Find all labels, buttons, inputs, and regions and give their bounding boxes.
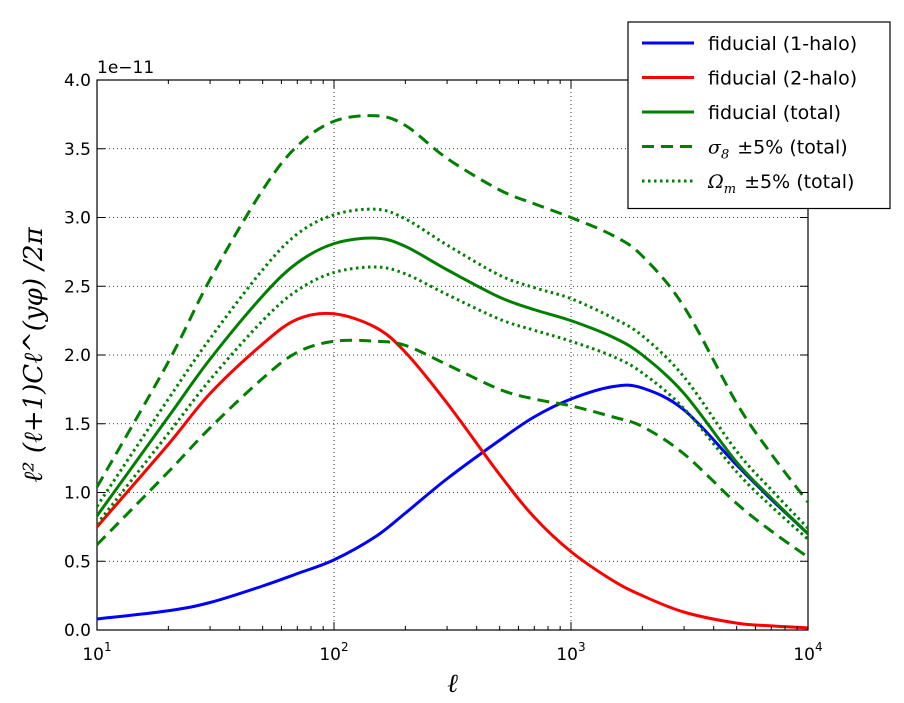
y-tick-label: 1.0	[64, 484, 91, 504]
y-tick-label: 2.0	[64, 346, 91, 366]
y-axis-label-text: ℓ² (ℓ+1)Cℓ^(yφ) /2π	[19, 226, 49, 482]
legend-box	[627, 21, 891, 210]
y-tick-label: 2.5	[64, 277, 91, 297]
series-layer	[95, 114, 810, 630]
series-line-6	[95, 265, 810, 541]
y-tick-label: 3.0	[64, 209, 91, 229]
series-line-2	[95, 236, 810, 535]
series-line-3	[95, 114, 810, 504]
y-tick-label: 0.0	[64, 621, 91, 641]
legend: fiducial (1-halo) fiducial (2-halo) fiduci…	[627, 21, 891, 210]
x-tick-label: 102	[319, 640, 348, 665]
axis-ticks: 101 102 103 104 0.0 0.5 1.0 1.5 2.0 2.5 3.0 3.5 4.0	[64, 71, 823, 665]
x-axis-label: ℓ	[447, 669, 458, 699]
series-line-5	[95, 207, 810, 530]
y-tick-label: 4.0	[64, 71, 91, 91]
y-axis-label: ℓ² (ℓ+1)Cℓ^(yφ) /2π	[19, 226, 49, 482]
legend-label: σ8 ±5% (total)	[708, 137, 848, 163]
y-tick-label: 0.5	[64, 552, 91, 572]
legend-label: fiducial (2-halo)	[708, 68, 857, 90]
series-line-1	[95, 311, 809, 630]
x-tick-label: 101	[82, 640, 111, 665]
y-tick-label: 3.5	[64, 140, 91, 160]
legend-label: Ωm ±5% (total)	[707, 171, 854, 197]
y-tick-label: 1.5	[64, 415, 91, 435]
y-multiplier-label: 1e−11	[97, 58, 154, 78]
x-tick-label: 103	[556, 640, 585, 665]
x-tick-label: 104	[793, 640, 822, 665]
legend-label: fiducial (1-halo)	[708, 33, 857, 55]
legend-label: fiducial (total)	[708, 102, 841, 124]
